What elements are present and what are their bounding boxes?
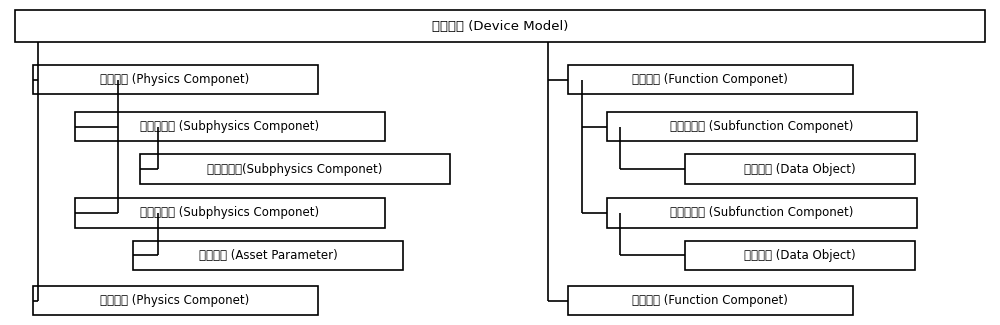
Text: 功能部件 (Function Componet): 功能部件 (Function Componet)	[632, 294, 788, 307]
FancyBboxPatch shape	[607, 198, 917, 228]
FancyBboxPatch shape	[32, 65, 318, 94]
Text: 功能部件 (Function Componet): 功能部件 (Function Componet)	[632, 73, 788, 86]
FancyBboxPatch shape	[607, 112, 917, 141]
Text: 数据对象 (Data Object): 数据对象 (Data Object)	[744, 249, 856, 262]
FancyBboxPatch shape	[75, 112, 385, 141]
FancyBboxPatch shape	[685, 154, 915, 184]
FancyBboxPatch shape	[568, 286, 852, 315]
FancyBboxPatch shape	[133, 240, 403, 270]
Text: 物理子组件 (Subphysics Componet): 物理子组件 (Subphysics Componet)	[140, 206, 320, 219]
Text: 物理子组件(Subphysics Componet): 物理子组件(Subphysics Componet)	[207, 162, 383, 176]
FancyBboxPatch shape	[685, 240, 915, 270]
Text: 设备模型 (Device Model): 设备模型 (Device Model)	[432, 20, 568, 32]
Text: 物理子组件 (Subphysics Componet): 物理子组件 (Subphysics Componet)	[140, 120, 320, 133]
Text: 功能子部件 (Subfunction Componet): 功能子部件 (Subfunction Componet)	[670, 206, 854, 219]
FancyBboxPatch shape	[568, 65, 852, 94]
FancyBboxPatch shape	[140, 154, 450, 184]
Text: 物理组件 (Physics Componet): 物理组件 (Physics Componet)	[100, 73, 250, 86]
FancyBboxPatch shape	[15, 10, 985, 42]
Text: 资产参数 (Asset Parameter): 资产参数 (Asset Parameter)	[199, 249, 337, 262]
FancyBboxPatch shape	[32, 286, 318, 315]
Text: 功能子部件 (Subfunction Componet): 功能子部件 (Subfunction Componet)	[670, 120, 854, 133]
Text: 数据对象 (Data Object): 数据对象 (Data Object)	[744, 162, 856, 176]
Text: 物理组件 (Physics Componet): 物理组件 (Physics Componet)	[100, 294, 250, 307]
FancyBboxPatch shape	[75, 198, 385, 228]
